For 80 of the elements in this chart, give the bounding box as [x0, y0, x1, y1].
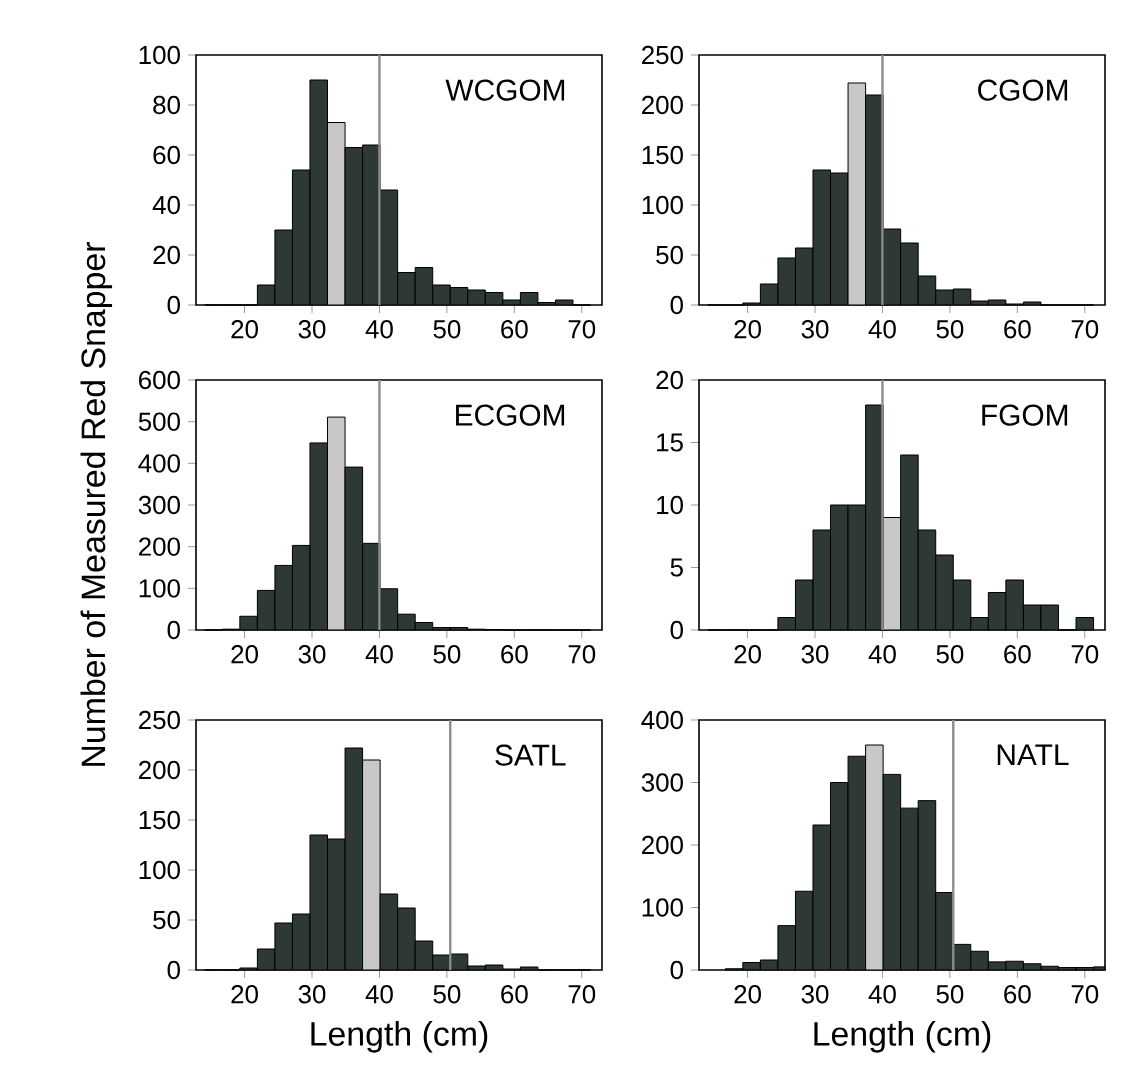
y-tick-label: 400: [641, 710, 683, 730]
x-tick-label: 30: [801, 320, 829, 339]
y-tick-label: 300: [641, 773, 683, 792]
y-tick-label: 500: [138, 412, 180, 431]
y-tick-label: 20: [153, 245, 180, 265]
x-tick-label: 70: [568, 985, 596, 1004]
x-tick-label: 60: [1004, 645, 1031, 664]
y-tick-label: 200: [642, 835, 683, 855]
x-tick-label: 40: [868, 985, 896, 1004]
y-tick-label: 60: [153, 145, 180, 165]
x-axis-title: Length (cm): [814, 1021, 991, 1053]
x-tick-label: 30: [801, 985, 829, 1004]
y-tick-label: 250: [139, 710, 180, 730]
y-tick-label: 10: [657, 495, 683, 515]
y-tick-label: 5: [670, 558, 683, 577]
text: ECGOM: [456, 404, 565, 426]
y-tick-label: 100: [139, 579, 180, 598]
text: SATL: [495, 744, 566, 766]
y-tick-label: 0: [670, 295, 683, 315]
x-tick-label: 20: [231, 320, 258, 339]
y-tick-label: 200: [139, 760, 180, 780]
x-tick-label: 60: [1004, 985, 1031, 1004]
x-tick-label: 50: [936, 985, 964, 1004]
y-tick-label: 50: [656, 245, 683, 265]
x-tick-label: 20: [231, 645, 258, 664]
x-tick-label: 30: [298, 985, 326, 1004]
y-tick-label: 100: [642, 898, 683, 917]
y-tick-label: 100: [642, 195, 683, 215]
x-tick-label: 60: [1004, 320, 1031, 339]
y-tick-label: 0: [167, 295, 180, 315]
y-tick-label: 50: [153, 910, 180, 930]
y-tick-label: 0: [670, 620, 683, 640]
y-tick-label: 0: [670, 960, 683, 980]
x-tick-label: 30: [298, 320, 326, 339]
y-tick-label: 250: [642, 45, 683, 65]
x-tick-label: 70: [1071, 645, 1099, 664]
x-tick-label: 50: [433, 645, 461, 664]
y-tick-label: 150: [139, 810, 180, 830]
y-tick-label: 600: [139, 370, 180, 390]
y-tick-label: 15: [657, 433, 683, 452]
x-tick-label: 20: [734, 320, 761, 339]
x-tick-label: 40: [365, 645, 393, 664]
x-tick-label: 40: [365, 985, 393, 1004]
text: WCGOM: [445, 79, 565, 101]
y-tick-label: 400: [138, 454, 180, 473]
x-tick-label: 50: [936, 645, 964, 664]
x-tick-label: 40: [868, 645, 896, 664]
x-axis-title: Length (cm): [311, 1021, 488, 1053]
x-tick-label: 20: [734, 985, 761, 1004]
text: CGOM: [978, 79, 1068, 101]
x-tick-label: 40: [868, 320, 896, 339]
x-tick-label: 30: [801, 645, 829, 664]
x-tick-label: 40: [365, 320, 393, 339]
y-tick-label: 0: [167, 620, 180, 640]
y-tick-label: 100: [139, 45, 180, 65]
y-tick-label: 0: [167, 960, 180, 980]
x-tick-label: 70: [1071, 985, 1099, 1004]
x-tick-label: 70: [1071, 320, 1099, 339]
y-tick-label: 200: [139, 537, 180, 556]
x-tick-label: 70: [568, 320, 596, 339]
y-tick-label: 100: [139, 860, 180, 880]
x-tick-label: 30: [298, 645, 326, 664]
x-tick-label: 20: [231, 985, 258, 1004]
y-axis-title: Number of Measured Red Snapper: [80, 242, 113, 766]
y-tick-label: 40: [152, 195, 180, 215]
y-tick-label: 20: [656, 370, 683, 390]
x-tick-label: 50: [936, 320, 964, 339]
x-tick-label: 20: [734, 645, 761, 664]
y-tick-label: 200: [642, 95, 683, 115]
x-tick-label: 60: [501, 985, 528, 1004]
x-tick-label: 70: [568, 645, 596, 664]
text: FGOM: [982, 404, 1068, 426]
x-tick-label: 60: [501, 645, 528, 664]
text: NATL: [997, 744, 1069, 766]
y-tick-label: 80: [153, 95, 180, 115]
y-tick-label: 300: [138, 495, 180, 515]
x-tick-label: 60: [501, 320, 528, 339]
x-tick-label: 50: [433, 985, 461, 1004]
y-tick-label: 150: [642, 145, 683, 165]
x-tick-label: 50: [433, 320, 461, 339]
